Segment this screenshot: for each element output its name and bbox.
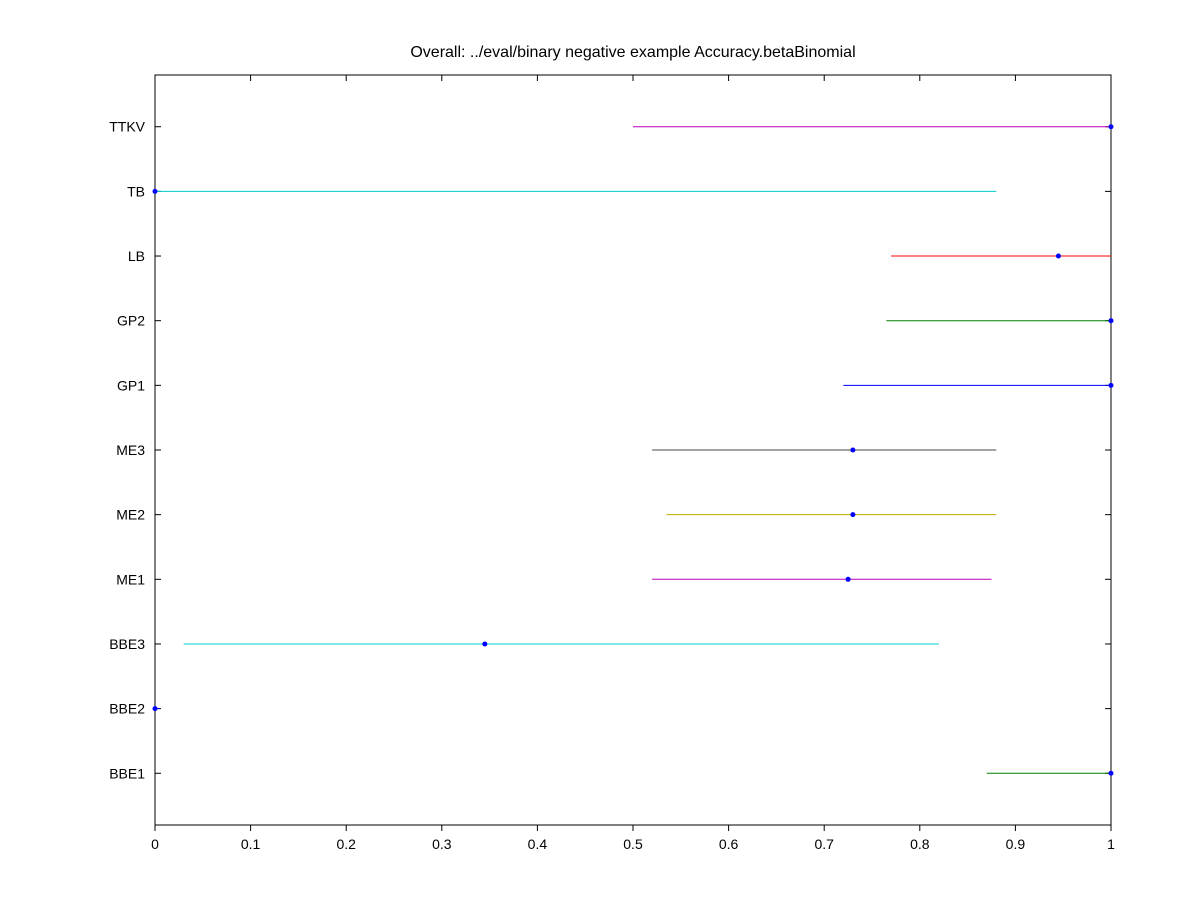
y-tick-label: BBE1 (109, 765, 145, 781)
y-tick-label: TTKV (109, 119, 145, 135)
y-tick-label: BBE3 (109, 636, 145, 652)
x-tick-label: 0.5 (623, 836, 643, 852)
y-tick-label: LB (128, 248, 145, 264)
x-tick-label: 0.6 (719, 836, 739, 852)
x-tick-label: 1 (1107, 836, 1115, 852)
y-tick-label: GP2 (117, 313, 145, 329)
x-tick-label: 0.8 (910, 836, 930, 852)
y-tick-label: TB (127, 183, 145, 199)
interval-marker (850, 448, 855, 453)
x-tick-label: 0.3 (432, 836, 452, 852)
y-tick-label: ME1 (116, 571, 145, 587)
interval-chart: Overall: ../eval/binary negative example… (0, 0, 1200, 900)
chart-container: Overall: ../eval/binary negative example… (0, 0, 1200, 900)
interval-marker (1109, 124, 1114, 129)
interval-marker (482, 641, 487, 646)
x-tick-label: 0 (151, 836, 159, 852)
interval-marker (153, 706, 158, 711)
y-tick-label: ME3 (116, 442, 145, 458)
interval-marker (846, 577, 851, 582)
interval-marker (153, 189, 158, 194)
interval-marker (1056, 254, 1061, 259)
interval-marker (1109, 771, 1114, 776)
chart-title: Overall: ../eval/binary negative example… (410, 44, 855, 61)
x-tick-label: 0.1 (241, 836, 261, 852)
x-tick-label: 0.9 (1006, 836, 1026, 852)
interval-marker (1109, 383, 1114, 388)
x-tick-label: 0.4 (528, 836, 548, 852)
y-tick-label: GP1 (117, 377, 145, 393)
x-tick-label: 0.2 (336, 836, 356, 852)
x-tick-label: 0.7 (814, 836, 834, 852)
y-tick-label: BBE2 (109, 701, 145, 717)
interval-marker (850, 512, 855, 517)
y-tick-label: ME2 (116, 507, 145, 523)
interval-marker (1109, 318, 1114, 323)
